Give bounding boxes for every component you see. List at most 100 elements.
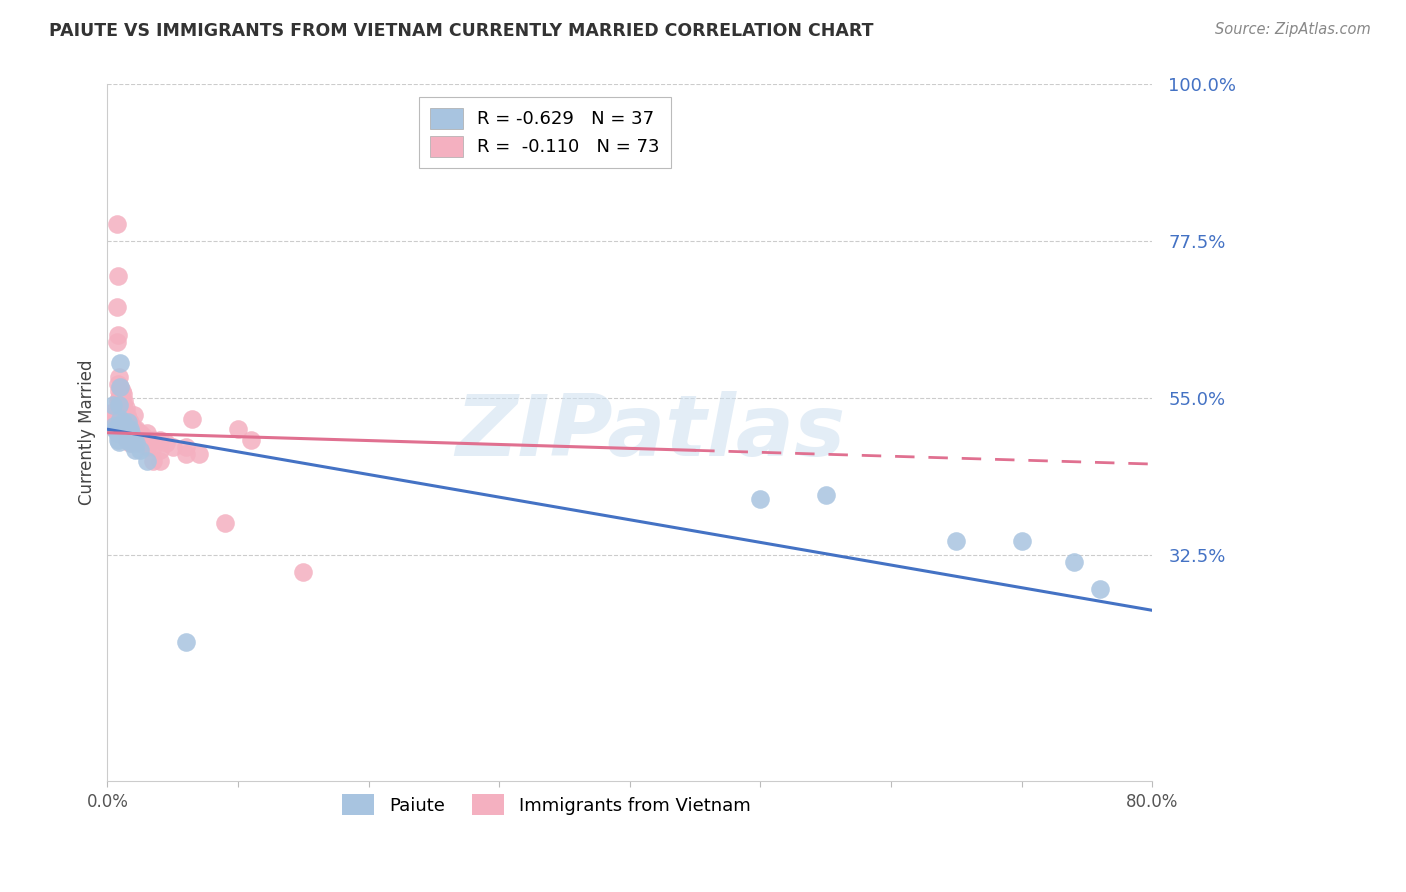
- Point: [110, 391, 132, 405]
- Point: [114, 401, 136, 416]
- Point: [104, 422, 127, 436]
- Point: [112, 398, 135, 412]
- Point: [118, 422, 141, 436]
- Point: [129, 443, 152, 458]
- Point: [226, 422, 249, 436]
- Text: Source: ZipAtlas.com: Source: ZipAtlas.com: [1215, 22, 1371, 37]
- Point: [135, 425, 157, 440]
- Point: [108, 409, 131, 423]
- Point: [945, 533, 967, 548]
- Point: [115, 433, 138, 447]
- Point: [114, 415, 136, 429]
- Point: [112, 422, 135, 436]
- Point: [149, 433, 172, 447]
- Point: [118, 425, 141, 440]
- Point: [111, 422, 134, 436]
- Point: [120, 429, 142, 443]
- Point: [107, 328, 129, 343]
- Point: [111, 418, 134, 433]
- Point: [129, 436, 152, 450]
- Point: [108, 370, 131, 384]
- Point: [107, 268, 129, 283]
- Point: [749, 491, 772, 506]
- Point: [107, 376, 129, 391]
- Point: [142, 453, 165, 467]
- Point: [112, 411, 135, 425]
- Point: [131, 429, 153, 443]
- Point: [105, 217, 128, 231]
- Point: [112, 409, 135, 423]
- Point: [135, 440, 157, 454]
- Point: [142, 433, 165, 447]
- Point: [122, 422, 145, 436]
- Point: [120, 436, 142, 450]
- Point: [110, 380, 132, 394]
- Point: [155, 436, 177, 450]
- Point: [110, 356, 132, 370]
- Point: [112, 418, 135, 433]
- Point: [110, 380, 132, 394]
- Point: [115, 422, 138, 436]
- Point: [107, 433, 129, 447]
- Point: [214, 516, 236, 531]
- Point: [114, 425, 136, 440]
- Point: [107, 394, 129, 409]
- Point: [240, 433, 263, 447]
- Point: [115, 433, 138, 447]
- Point: [149, 453, 172, 467]
- Point: [121, 422, 143, 436]
- Point: [115, 409, 138, 423]
- Point: [110, 411, 132, 425]
- Point: [149, 443, 172, 458]
- Point: [108, 391, 131, 405]
- Text: ZIPatlas: ZIPatlas: [456, 392, 846, 475]
- Point: [112, 394, 135, 409]
- Point: [108, 434, 131, 449]
- Point: [105, 301, 128, 315]
- Point: [292, 565, 315, 579]
- Point: [122, 433, 145, 447]
- Point: [142, 440, 165, 454]
- Point: [108, 384, 131, 398]
- Text: PAIUTE VS IMMIGRANTS FROM VIETNAM CURRENTLY MARRIED CORRELATION CHART: PAIUTE VS IMMIGRANTS FROM VIETNAM CURREN…: [49, 22, 873, 40]
- Point: [1063, 555, 1085, 569]
- Point: [125, 436, 148, 450]
- Point: [117, 422, 139, 436]
- Point: [118, 429, 141, 443]
- Point: [132, 436, 155, 450]
- Point: [104, 415, 127, 429]
- Point: [101, 405, 124, 419]
- Point: [111, 384, 134, 398]
- Point: [1011, 533, 1033, 548]
- Point: [120, 418, 142, 433]
- Point: [111, 418, 134, 433]
- Point: [112, 415, 135, 429]
- Point: [117, 415, 139, 429]
- Point: [120, 425, 142, 440]
- Point: [112, 425, 135, 440]
- Y-axis label: Currently Married: Currently Married: [79, 360, 96, 506]
- Point: [108, 415, 131, 429]
- Point: [117, 411, 139, 425]
- Point: [110, 411, 132, 425]
- Point: [187, 447, 209, 461]
- Point: [108, 418, 131, 433]
- Legend: Paiute, Immigrants from Vietnam: Paiute, Immigrants from Vietnam: [333, 785, 759, 824]
- Point: [111, 409, 134, 423]
- Point: [101, 398, 124, 412]
- Point: [111, 394, 134, 409]
- Point: [121, 433, 143, 447]
- Point: [125, 429, 148, 443]
- Point: [125, 422, 148, 436]
- Point: [174, 440, 197, 454]
- Point: [174, 634, 197, 648]
- Point: [135, 453, 157, 467]
- Point: [105, 335, 128, 350]
- Point: [129, 425, 152, 440]
- Point: [135, 433, 157, 447]
- Point: [1088, 582, 1111, 597]
- Point: [162, 440, 184, 454]
- Point: [124, 443, 146, 458]
- Point: [103, 409, 125, 423]
- Point: [112, 387, 135, 401]
